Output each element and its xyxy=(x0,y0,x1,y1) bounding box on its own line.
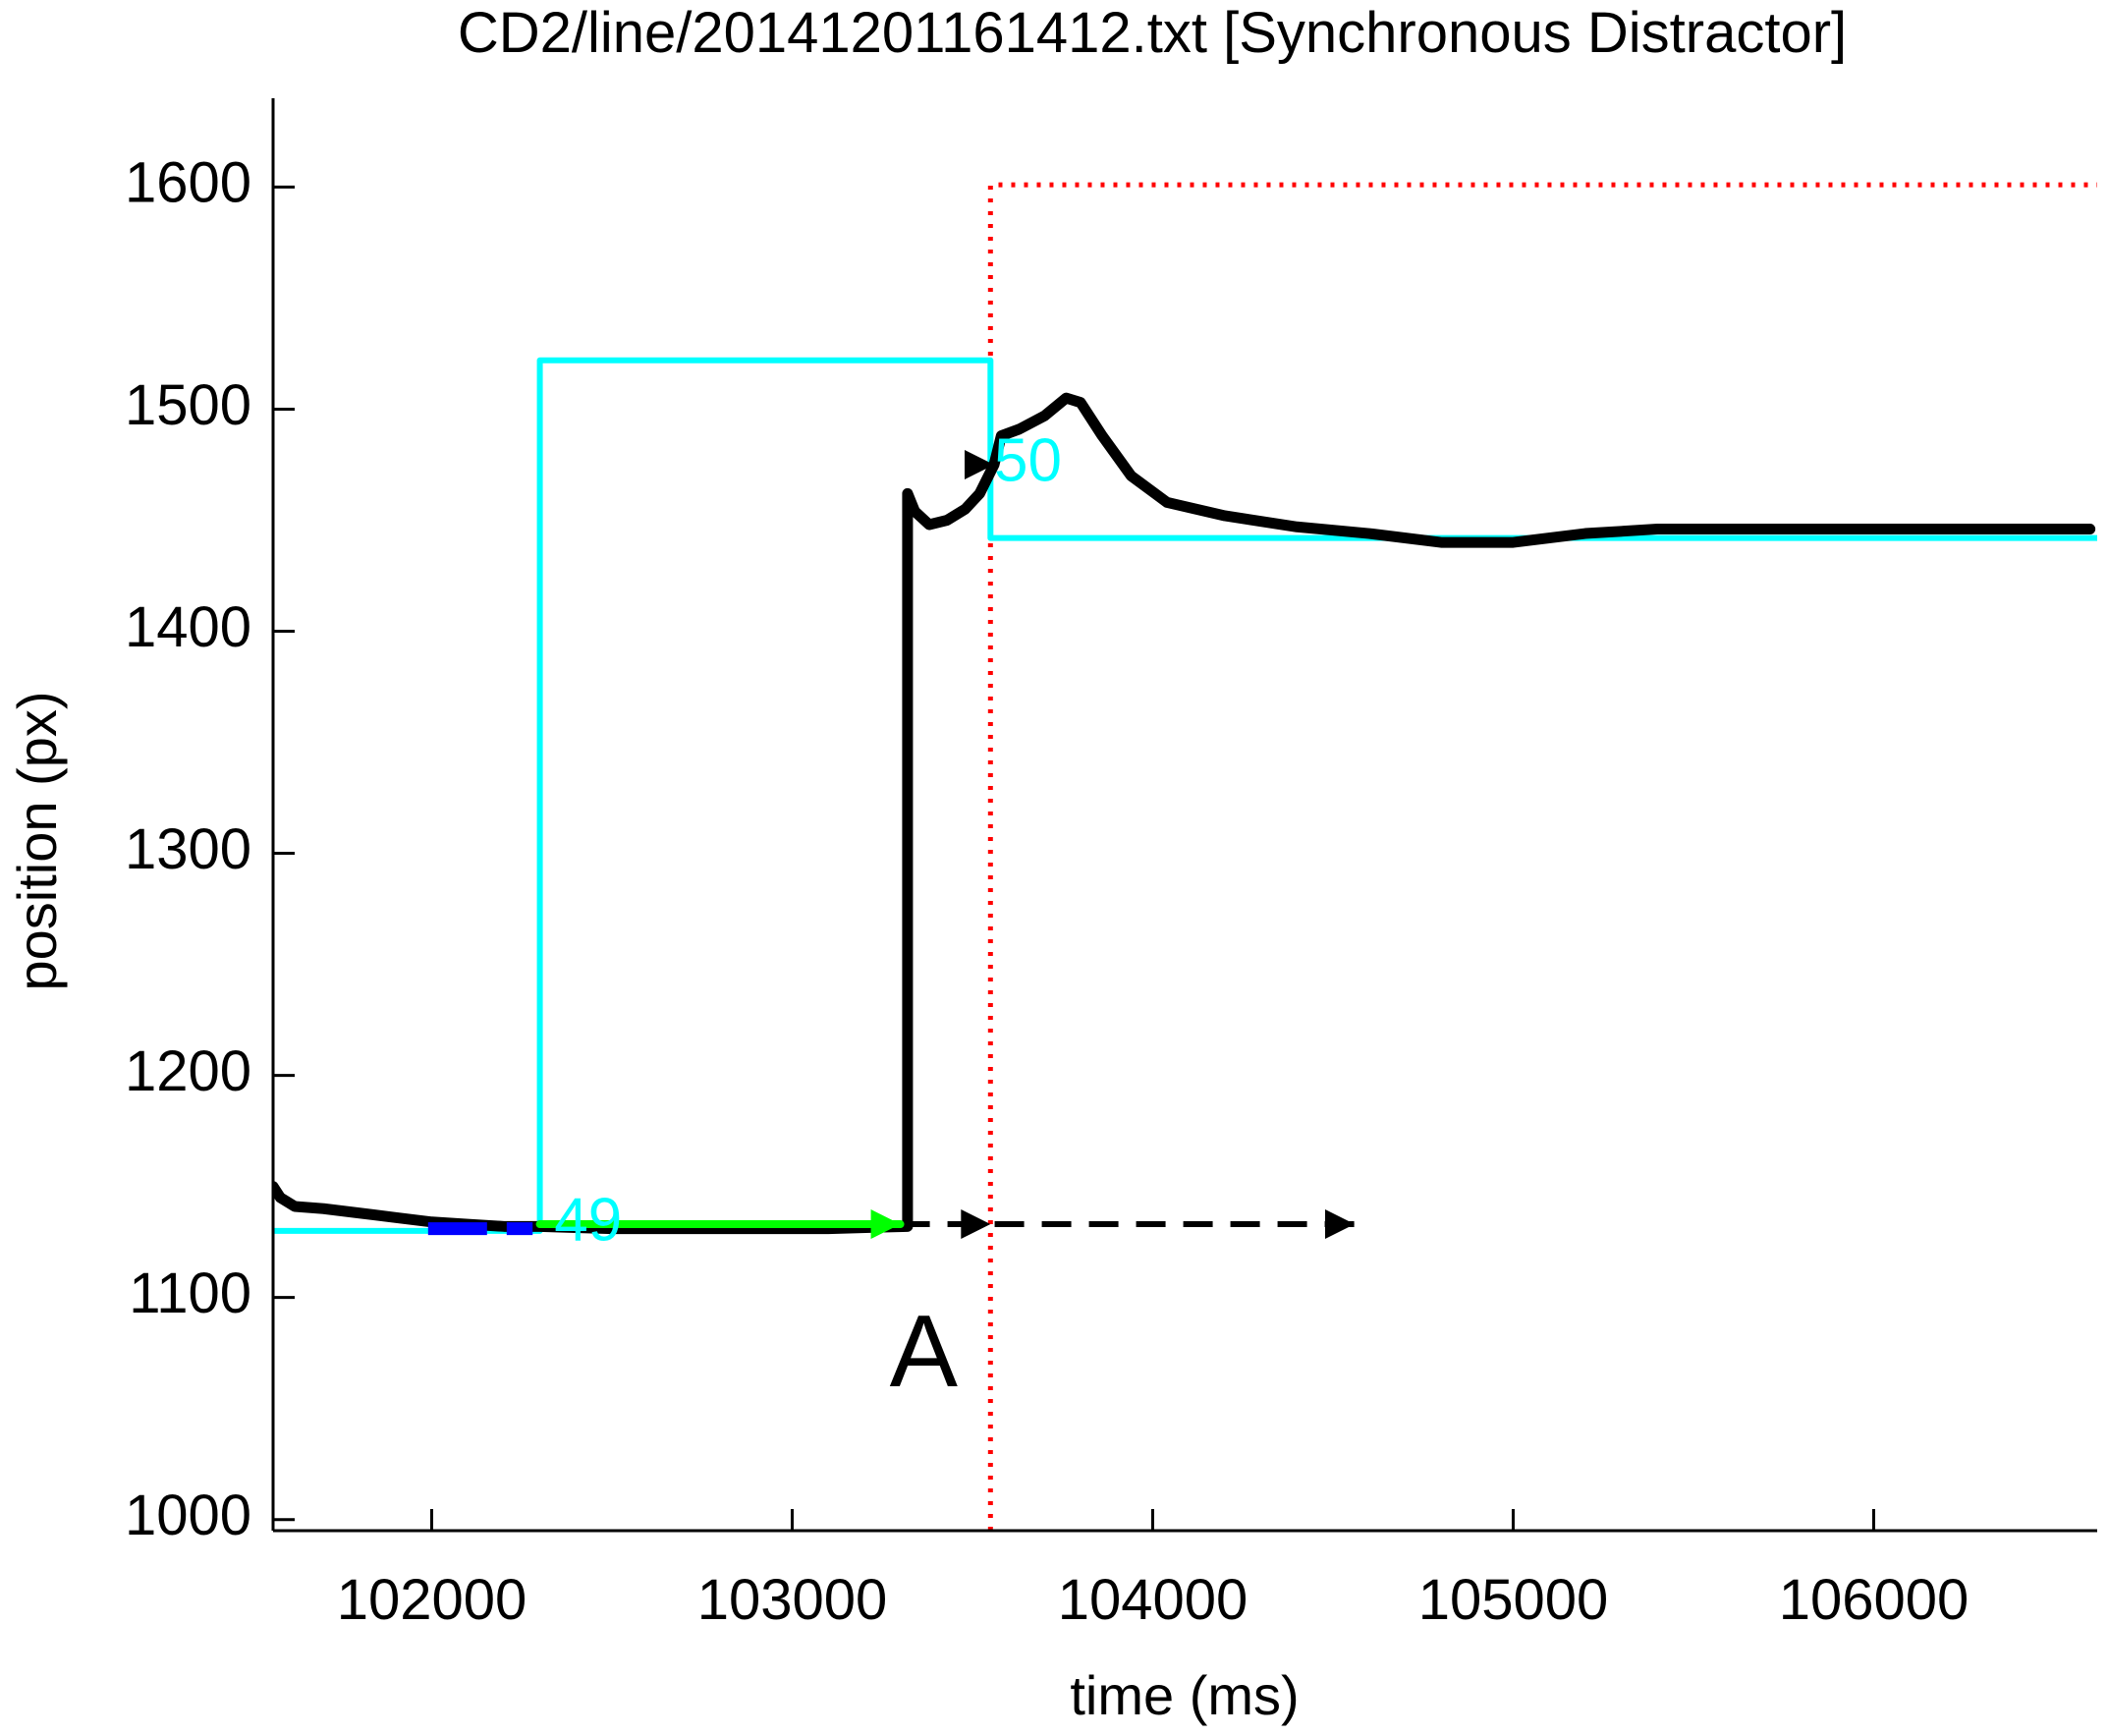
y-tick-label: 1100 xyxy=(129,1261,251,1325)
y-tick-label: 1200 xyxy=(125,1039,251,1103)
annotation-50: 50 xyxy=(994,426,1062,494)
arrowhead-3 xyxy=(1324,1209,1355,1240)
x-tick-label: 104000 xyxy=(1058,1568,1248,1632)
x-axis-label: time (ms) xyxy=(1070,1664,1299,1726)
y-tick-label: 1600 xyxy=(125,151,251,215)
chart-title: CD2/line/20141201161412.txt [Synchronous… xyxy=(458,1,1847,65)
arrowhead-2 xyxy=(961,1209,991,1240)
y-axis-label: position (px) xyxy=(6,691,68,990)
x-tick-label: 105000 xyxy=(1418,1568,1609,1632)
annotation-A: A xyxy=(890,1295,959,1409)
plot-area xyxy=(273,182,2097,1531)
x-tick-label: 106000 xyxy=(1779,1568,1969,1632)
y-tick-label: 1300 xyxy=(125,817,251,881)
axes: 102000 103000 104000 105000 106000 1000 1100 12… xyxy=(125,98,2097,1632)
cyan-target-line xyxy=(273,357,2097,1234)
annotation-49: 49 xyxy=(554,1186,622,1254)
y-tick-label: 1500 xyxy=(125,373,251,437)
x-tick-label: 103000 xyxy=(697,1568,888,1632)
y-tick-label: 1000 xyxy=(125,1484,251,1547)
y-tick-label: 1400 xyxy=(125,595,251,659)
x-tick-label: 102000 xyxy=(337,1568,527,1632)
arrowhead-4 xyxy=(964,449,994,479)
arrowhead-1 xyxy=(870,1209,901,1240)
red-dotted-reference-line xyxy=(987,182,2097,1531)
black-position-trace xyxy=(273,392,2096,1235)
